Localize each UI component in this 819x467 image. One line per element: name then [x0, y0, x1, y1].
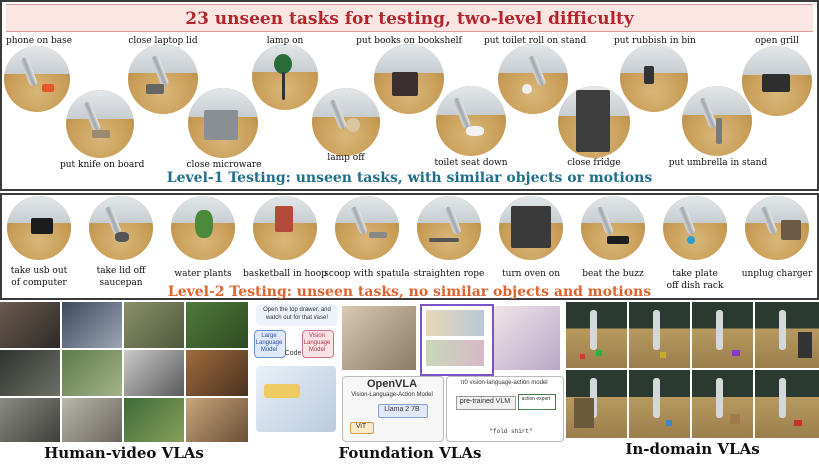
llama-label: Llama 2 7B — [384, 406, 420, 413]
task-image-beat-the-buzz — [581, 196, 645, 260]
action-expert-box — [518, 394, 556, 410]
task-label: take plate off dish rack — [666, 269, 724, 291]
task-label: unplug charger — [741, 269, 813, 279]
task-label: toilet seat down — [434, 158, 508, 168]
human-video-panel — [0, 302, 248, 442]
task-label: phone on base — [5, 36, 73, 46]
main-title: 23 unseen tasks for testing, two-level d… — [185, 9, 634, 29]
video-tile — [124, 350, 184, 396]
task-label: straighten rope — [413, 269, 485, 279]
task-image-water-plants — [171, 196, 235, 260]
prompt-bubble — [256, 304, 338, 326]
sim-tile — [755, 370, 819, 438]
task-image-take-plate-off-dish-rack — [663, 196, 727, 260]
task-label: beat the buzz — [582, 269, 644, 279]
task-image-lamp-off — [312, 88, 380, 156]
title-banner: 23 unseen tasks for testing, two-level d… — [6, 4, 813, 32]
task-label: water plants — [174, 269, 232, 279]
action-expert-label: action expert — [521, 396, 551, 402]
task-image-take-usb-out — [7, 196, 71, 260]
vlm-box — [302, 330, 334, 358]
fold-label: "fold shirt" — [489, 428, 533, 435]
vit-label: ViT — [355, 423, 367, 430]
task-label: turn oven on — [501, 269, 561, 279]
video-tile — [62, 350, 122, 396]
paper-thumbnails — [342, 304, 562, 376]
vit-box — [350, 422, 374, 434]
task-image-scoop-with-spatula — [335, 196, 399, 260]
value-map-highlight — [264, 384, 300, 398]
task-label: lamp off — [327, 153, 365, 163]
task-label: put toilet roll on stand — [484, 36, 587, 46]
in-domain-label: In-domain VLAs — [625, 440, 760, 458]
prompt-text: Open the top drawer, and watch out for t… — [263, 307, 331, 321]
vlm-label: Vision Language Model — [303, 333, 331, 353]
task-label: put books on bookshelf — [356, 36, 462, 46]
code-label: Code — [284, 350, 302, 357]
video-tile — [186, 350, 248, 396]
value-map — [256, 366, 336, 432]
video-tile — [0, 398, 60, 442]
level1-heading: Level-1 Testing: unseen tasks, with simi… — [166, 170, 653, 186]
openvla-subtitle: Vision-Language-Action Model — [351, 392, 433, 398]
human-video-label: Human-video VLAs — [44, 444, 204, 462]
task-label: put rubbish in bin — [614, 36, 696, 46]
task-image-put-rubbish-in-bin — [620, 44, 688, 112]
task-label: close laptop lid — [128, 36, 198, 46]
video-tile — [62, 398, 122, 442]
task-label: lamp on — [266, 36, 304, 46]
pi0-title: π0 vision-language-action model — [460, 380, 548, 386]
task-image-unplug-charger — [745, 196, 809, 260]
task-label: take lid off saucepan — [96, 266, 146, 288]
task-image-put-books-on-bookshelf — [374, 44, 444, 114]
video-tile — [124, 302, 184, 348]
task-label: take usb out of computer — [10, 266, 68, 288]
task-label: put umbrella in stand — [668, 158, 768, 168]
task-label: open grill — [755, 36, 799, 46]
task-image-put-knife-on-board — [66, 90, 134, 158]
task-image-close-fridge — [558, 86, 630, 158]
task-image-straighten-rope — [417, 196, 481, 260]
pretrained-box — [456, 396, 516, 410]
level2-heading: Level-2 Testing: unseen tasks, no simila… — [167, 284, 652, 300]
foundation-panel: Open the top drawer, and watch out for t… — [250, 302, 564, 442]
task-image-lamp-on — [252, 44, 318, 110]
task-image-open-grill — [742, 46, 812, 116]
task-image-phone-on-base — [4, 46, 70, 112]
task-image-toilet-seat-down — [436, 86, 506, 156]
task-label: close microware — [186, 160, 262, 170]
video-tile — [186, 302, 248, 348]
llm-label: Large Language Model — [255, 333, 283, 353]
task-label: close fridge — [567, 158, 621, 168]
task-image-close-laptop-lid — [128, 44, 198, 114]
task-image-close-microware — [188, 88, 258, 158]
task-image-turn-oven-on — [499, 196, 563, 260]
video-tile — [186, 398, 248, 442]
llama-box — [378, 404, 428, 418]
openvla-title: OpenVLA — [366, 378, 418, 390]
task-image-put-toilet-roll-on-stand — [498, 44, 568, 114]
task-label: basketball in hoop — [243, 269, 327, 279]
task-label: scoop with spatula — [324, 269, 410, 279]
foundation-label: Foundation VLAs — [338, 444, 482, 462]
in-domain-panel — [566, 302, 819, 438]
task-image-basketball-in-hoop — [253, 196, 317, 260]
video-tile — [62, 302, 122, 348]
video-tile — [124, 398, 184, 442]
video-tile — [0, 302, 60, 348]
llm-box — [254, 330, 286, 358]
pretrained-label: pre-trained VLM — [459, 398, 511, 405]
video-tile — [0, 350, 60, 396]
task-image-take-lid-off-saucepan — [89, 196, 153, 260]
task-label: put knife on board — [60, 160, 145, 170]
task-image-put-umbrella-in-stand — [682, 86, 752, 156]
